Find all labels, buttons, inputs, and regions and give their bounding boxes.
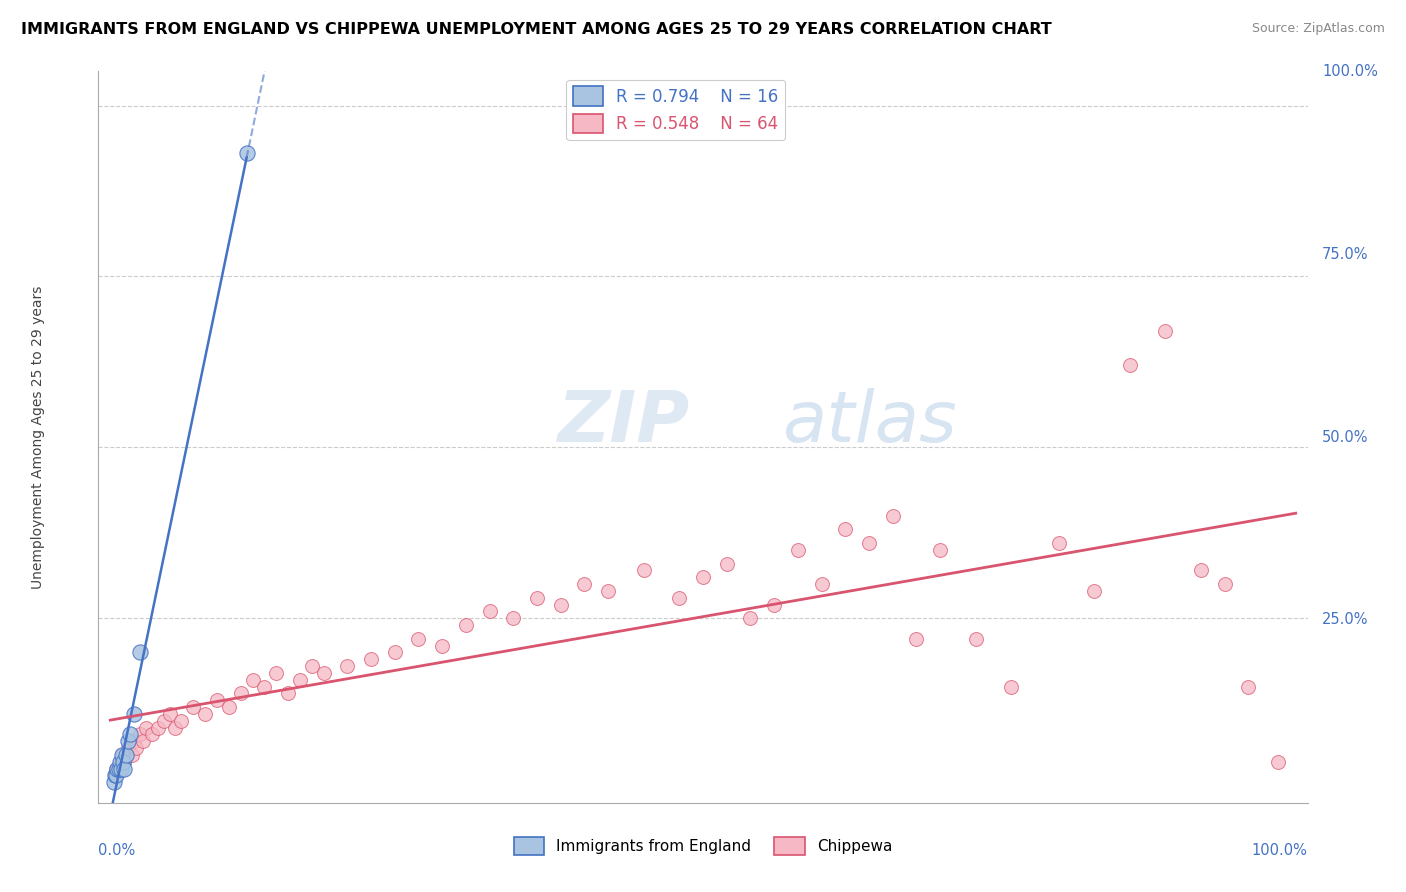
Point: [146, 721, 169, 735]
Point: [108, 755, 131, 769]
Text: Unemployment Among Ages 25 to 29 years: Unemployment Among Ages 25 to 29 years: [31, 285, 45, 589]
Point: [1267, 755, 1289, 769]
Point: [965, 632, 987, 646]
Point: [121, 747, 143, 762]
Point: [598, 583, 620, 598]
Point: [384, 645, 406, 659]
Point: [135, 721, 157, 735]
Point: [478, 604, 501, 618]
Point: [858, 536, 880, 550]
Point: [1189, 563, 1212, 577]
Point: [277, 686, 299, 700]
Point: [454, 618, 477, 632]
Point: [810, 577, 832, 591]
Point: [104, 768, 127, 782]
Point: [716, 557, 738, 571]
Point: [132, 734, 155, 748]
Point: [181, 700, 204, 714]
Point: [550, 598, 572, 612]
Point: [105, 762, 128, 776]
Point: [111, 747, 134, 762]
Point: [740, 611, 762, 625]
Point: [112, 755, 135, 769]
Point: [692, 570, 714, 584]
Point: [120, 727, 142, 741]
Text: 100.0%: 100.0%: [1251, 843, 1308, 858]
Point: [105, 762, 128, 776]
Point: [235, 146, 257, 161]
Text: 50.0%: 50.0%: [1322, 430, 1368, 444]
Point: [229, 686, 252, 700]
Point: [432, 639, 454, 653]
Point: [125, 741, 148, 756]
Text: atlas: atlas: [782, 388, 956, 457]
Point: [242, 673, 264, 687]
Point: [111, 747, 134, 762]
Point: [1000, 680, 1022, 694]
Point: [905, 632, 928, 646]
Point: [336, 659, 359, 673]
Point: [152, 714, 174, 728]
Point: [105, 768, 128, 782]
Point: [159, 706, 181, 721]
Point: [929, 542, 952, 557]
Point: [165, 721, 187, 735]
Text: ZIP: ZIP: [558, 388, 690, 457]
Point: [114, 755, 136, 769]
Point: [117, 741, 139, 756]
Point: [882, 508, 904, 523]
Legend: Immigrants from England, Chippewa: Immigrants from England, Chippewa: [508, 831, 898, 861]
Point: [253, 680, 276, 694]
Point: [834, 522, 856, 536]
Point: [1047, 536, 1070, 550]
Point: [129, 727, 152, 741]
Point: [264, 665, 287, 680]
Text: IMMIGRANTS FROM ENGLAND VS CHIPPEWA UNEMPLOYMENT AMONG AGES 25 TO 29 YEARS CORRE: IMMIGRANTS FROM ENGLAND VS CHIPPEWA UNEM…: [21, 22, 1052, 37]
Point: [786, 542, 808, 557]
Text: 75.0%: 75.0%: [1322, 247, 1368, 261]
Point: [218, 700, 240, 714]
Point: [502, 611, 524, 625]
Point: [312, 665, 335, 680]
Point: [574, 577, 596, 591]
Point: [122, 734, 145, 748]
Point: [122, 706, 145, 721]
Point: [110, 762, 132, 776]
Point: [1083, 583, 1105, 598]
Point: [108, 755, 131, 769]
Point: [129, 645, 152, 659]
Point: [117, 734, 139, 748]
Text: 100.0%: 100.0%: [1322, 64, 1378, 78]
Point: [668, 591, 690, 605]
Point: [526, 591, 548, 605]
Point: [114, 762, 136, 776]
Point: [114, 747, 136, 762]
Point: [408, 632, 430, 646]
Point: [194, 706, 217, 721]
Point: [141, 727, 163, 741]
Point: [763, 598, 786, 612]
Point: [1237, 680, 1260, 694]
Point: [205, 693, 228, 707]
Point: [288, 673, 311, 687]
Point: [1213, 577, 1236, 591]
Point: [633, 563, 655, 577]
Point: [103, 775, 125, 789]
Point: [301, 659, 323, 673]
Point: [107, 762, 129, 776]
Point: [1119, 359, 1142, 373]
Text: 25.0%: 25.0%: [1322, 613, 1368, 627]
Text: 0.0%: 0.0%: [98, 843, 135, 858]
Point: [170, 714, 193, 728]
Text: Source: ZipAtlas.com: Source: ZipAtlas.com: [1251, 22, 1385, 36]
Point: [1154, 324, 1177, 338]
Point: [360, 652, 382, 666]
